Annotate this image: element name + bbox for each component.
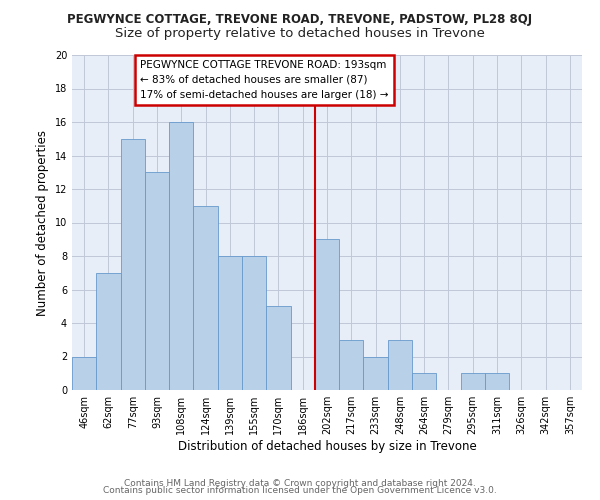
Y-axis label: Number of detached properties: Number of detached properties — [36, 130, 49, 316]
Text: Contains public sector information licensed under the Open Government Licence v3: Contains public sector information licen… — [103, 486, 497, 495]
Bar — [315, 240, 339, 390]
Bar — [412, 373, 436, 390]
Text: PEGWYNCE COTTAGE TREVONE ROAD: 193sqm
← 83% of detached houses are smaller (87)
: PEGWYNCE COTTAGE TREVONE ROAD: 193sqm ← … — [140, 60, 389, 100]
Bar — [72, 356, 96, 390]
Bar — [121, 138, 145, 390]
Bar — [388, 340, 412, 390]
Text: Size of property relative to detached houses in Trevone: Size of property relative to detached ho… — [115, 28, 485, 40]
Bar — [485, 373, 509, 390]
Text: PEGWYNCE COTTAGE, TREVONE ROAD, TREVONE, PADSTOW, PL28 8QJ: PEGWYNCE COTTAGE, TREVONE ROAD, TREVONE,… — [67, 12, 533, 26]
Bar — [242, 256, 266, 390]
X-axis label: Distribution of detached houses by size in Trevone: Distribution of detached houses by size … — [178, 440, 476, 453]
Bar — [266, 306, 290, 390]
Text: Contains HM Land Registry data © Crown copyright and database right 2024.: Contains HM Land Registry data © Crown c… — [124, 478, 476, 488]
Bar — [461, 373, 485, 390]
Bar — [145, 172, 169, 390]
Bar — [364, 356, 388, 390]
Bar — [169, 122, 193, 390]
Bar — [96, 273, 121, 390]
Bar — [193, 206, 218, 390]
Bar — [218, 256, 242, 390]
Bar — [339, 340, 364, 390]
